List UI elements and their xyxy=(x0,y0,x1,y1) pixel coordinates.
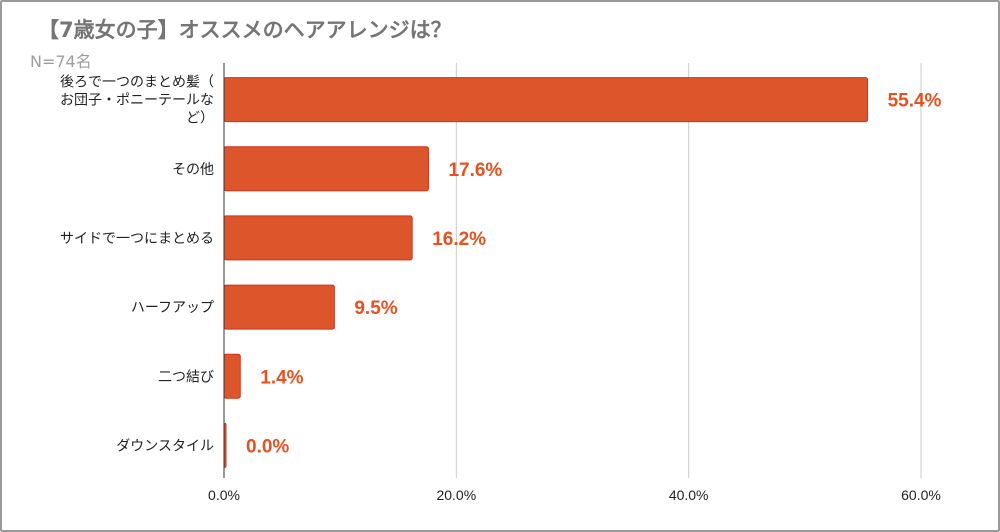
category-label: ダウンスタイル xyxy=(116,438,214,454)
data-label: 17.6% xyxy=(448,160,502,181)
category-label: ど） xyxy=(186,111,214,127)
x-tick-label: 20.0% xyxy=(436,487,476,503)
bar xyxy=(223,353,241,399)
bar xyxy=(223,146,429,192)
bar xyxy=(223,284,335,330)
x-tick-label: 40.0% xyxy=(669,487,709,503)
data-label: 1.4% xyxy=(260,367,303,388)
x-tick-label: 0.0% xyxy=(208,487,240,503)
x-tick-label: 60.0% xyxy=(901,487,941,503)
category-label: サイドで一つにまとめる xyxy=(60,231,214,247)
chart-title: 【7歳女の子】オススメのヘアアレンジは？ xyxy=(38,18,452,42)
category-label: 後ろで一つのまとめ髪（ xyxy=(60,75,214,91)
data-label: 9.5% xyxy=(354,298,397,319)
category-label: その他 xyxy=(172,162,214,178)
data-label: 55.4% xyxy=(888,91,942,112)
category-label: 二つ結び xyxy=(158,369,214,385)
data-label: 16.2% xyxy=(432,229,486,250)
data-label: 0.0% xyxy=(246,436,289,457)
bar xyxy=(223,215,413,261)
bar xyxy=(223,77,869,123)
category-label: ハーフアップ xyxy=(131,300,214,316)
category-label: お団子・ポニーテールな xyxy=(60,93,214,109)
chart-subtitle: N=74名 xyxy=(30,52,92,71)
